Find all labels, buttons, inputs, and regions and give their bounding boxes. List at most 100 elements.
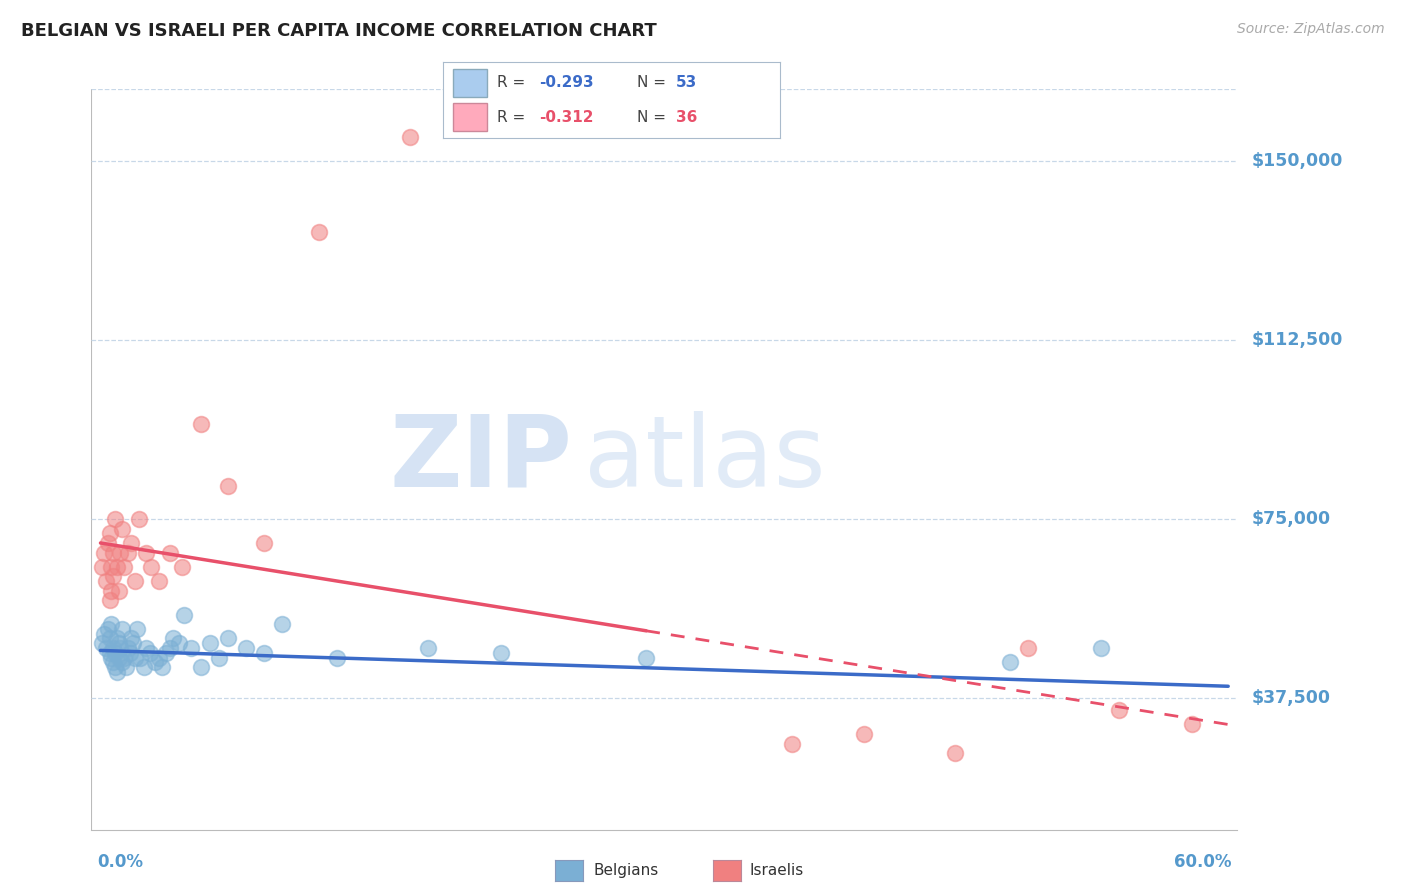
Point xyxy=(107,636,129,650)
Point xyxy=(253,646,276,660)
Point xyxy=(104,646,127,660)
Point xyxy=(110,545,132,559)
Point xyxy=(98,526,121,541)
Text: Israelis: Israelis xyxy=(749,863,804,878)
Point xyxy=(100,617,122,632)
Text: $112,500: $112,500 xyxy=(1251,331,1343,349)
Point xyxy=(172,559,194,574)
Point xyxy=(100,650,122,665)
Point xyxy=(148,650,170,665)
Point xyxy=(128,512,150,526)
Point xyxy=(105,559,128,574)
Point xyxy=(105,632,128,646)
Point xyxy=(150,660,173,674)
Bar xyxy=(453,103,486,130)
Point xyxy=(94,574,117,589)
Point xyxy=(190,417,212,431)
Point xyxy=(124,650,146,665)
Point xyxy=(135,641,157,656)
Point xyxy=(1090,641,1112,656)
Text: 0.0%: 0.0% xyxy=(97,854,143,871)
Point xyxy=(112,559,135,574)
Point xyxy=(155,646,177,660)
Point xyxy=(100,559,122,574)
Point xyxy=(124,574,146,589)
Point xyxy=(198,636,221,650)
Point xyxy=(998,656,1021,670)
Point xyxy=(134,660,156,674)
Point xyxy=(98,593,121,607)
Text: N =: N = xyxy=(637,110,671,125)
Point xyxy=(1181,717,1204,731)
Point xyxy=(91,636,114,650)
Text: $37,500: $37,500 xyxy=(1251,690,1331,707)
Point xyxy=(104,660,127,674)
Text: atlas: atlas xyxy=(583,411,825,508)
Point xyxy=(98,646,121,660)
Point xyxy=(235,641,257,656)
Text: N =: N = xyxy=(637,76,671,90)
Point xyxy=(118,646,141,660)
Text: $75,000: $75,000 xyxy=(1251,510,1331,528)
Point xyxy=(489,646,512,660)
Point xyxy=(97,622,120,636)
Point xyxy=(103,569,125,583)
Bar xyxy=(453,70,486,96)
Point xyxy=(111,656,134,670)
Point xyxy=(103,545,125,559)
Point xyxy=(180,641,202,656)
Text: -0.293: -0.293 xyxy=(538,76,593,90)
Point xyxy=(117,641,139,656)
Point xyxy=(159,545,181,559)
Point xyxy=(162,632,184,646)
Point xyxy=(398,130,420,145)
Point xyxy=(853,727,876,741)
Point xyxy=(93,545,115,559)
Point xyxy=(148,574,170,589)
Point xyxy=(308,226,330,240)
Point xyxy=(117,545,139,559)
Point xyxy=(111,622,134,636)
Point xyxy=(105,665,128,679)
Point xyxy=(104,512,127,526)
Text: ZIP: ZIP xyxy=(389,411,572,508)
Point xyxy=(91,559,114,574)
Point xyxy=(138,646,160,660)
Point xyxy=(636,650,658,665)
Point xyxy=(94,641,117,656)
Point xyxy=(97,536,120,550)
Point xyxy=(943,746,966,760)
Text: -0.312: -0.312 xyxy=(538,110,593,125)
Text: Belgians: Belgians xyxy=(593,863,658,878)
Text: R =: R = xyxy=(496,76,530,90)
Text: BELGIAN VS ISRAELI PER CAPITA INCOME CORRELATION CHART: BELGIAN VS ISRAELI PER CAPITA INCOME COR… xyxy=(21,22,657,40)
Point xyxy=(120,632,142,646)
Text: $150,000: $150,000 xyxy=(1251,152,1343,169)
Point xyxy=(253,536,276,550)
Point xyxy=(143,656,166,670)
Point xyxy=(780,737,803,751)
Point xyxy=(129,650,152,665)
Point xyxy=(120,536,142,550)
Point xyxy=(416,641,439,656)
Point xyxy=(173,607,195,622)
Point xyxy=(100,583,122,598)
Point xyxy=(115,660,138,674)
Point xyxy=(217,478,239,492)
Text: Source: ZipAtlas.com: Source: ZipAtlas.com xyxy=(1237,22,1385,37)
Point xyxy=(141,559,163,574)
Point xyxy=(111,522,134,536)
Point xyxy=(190,660,212,674)
Point xyxy=(135,545,157,559)
Point xyxy=(217,632,239,646)
Point xyxy=(122,636,145,650)
Point xyxy=(167,636,190,650)
Text: 36: 36 xyxy=(676,110,697,125)
Point xyxy=(1017,641,1039,656)
Point xyxy=(112,650,135,665)
Text: 53: 53 xyxy=(676,76,697,90)
Point xyxy=(110,641,132,656)
Point xyxy=(93,626,115,640)
Point xyxy=(103,656,125,670)
Text: R =: R = xyxy=(496,110,530,125)
